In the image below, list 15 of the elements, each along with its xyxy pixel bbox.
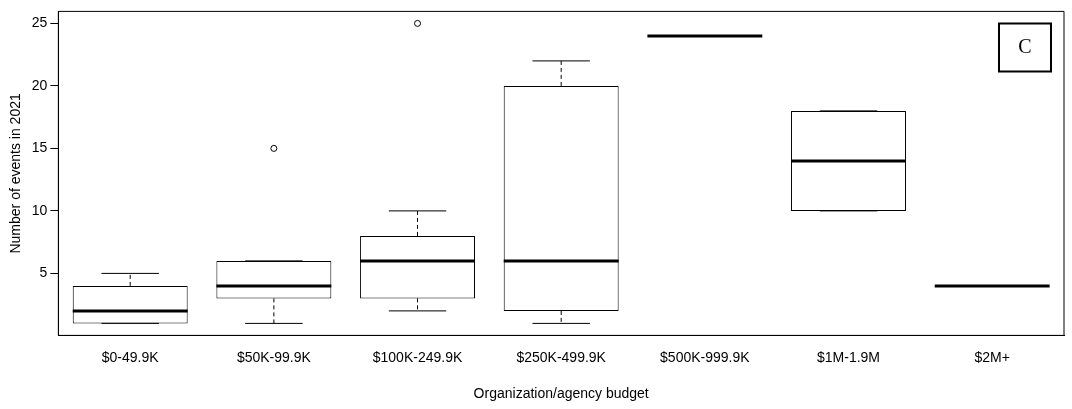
y-tick-label: 20	[31, 76, 48, 93]
x-tick-label: $250K-499.9K	[516, 348, 607, 365]
annotation: C	[1018, 34, 1032, 57]
y-tick-label: 25	[31, 14, 48, 31]
x-tick-label: $2M+	[974, 348, 1010, 365]
y-tick-label: 5	[39, 264, 48, 281]
x-tick-label: $1M-1.9M	[816, 348, 881, 365]
x-axis-title: Organization/agency budget	[473, 385, 649, 402]
y-tick-label: 10	[31, 201, 48, 218]
x-tick-label: $100K-249.9K	[372, 348, 463, 365]
x-tick-label: $500K-999.9K	[660, 348, 751, 365]
x-tick-label: $0-49.9K	[101, 348, 160, 365]
x-tick-label: $50K-99.9K	[236, 348, 312, 365]
y-axis-title: Number of events in 2021	[7, 93, 24, 254]
y-tick-label: 15	[31, 139, 48, 156]
